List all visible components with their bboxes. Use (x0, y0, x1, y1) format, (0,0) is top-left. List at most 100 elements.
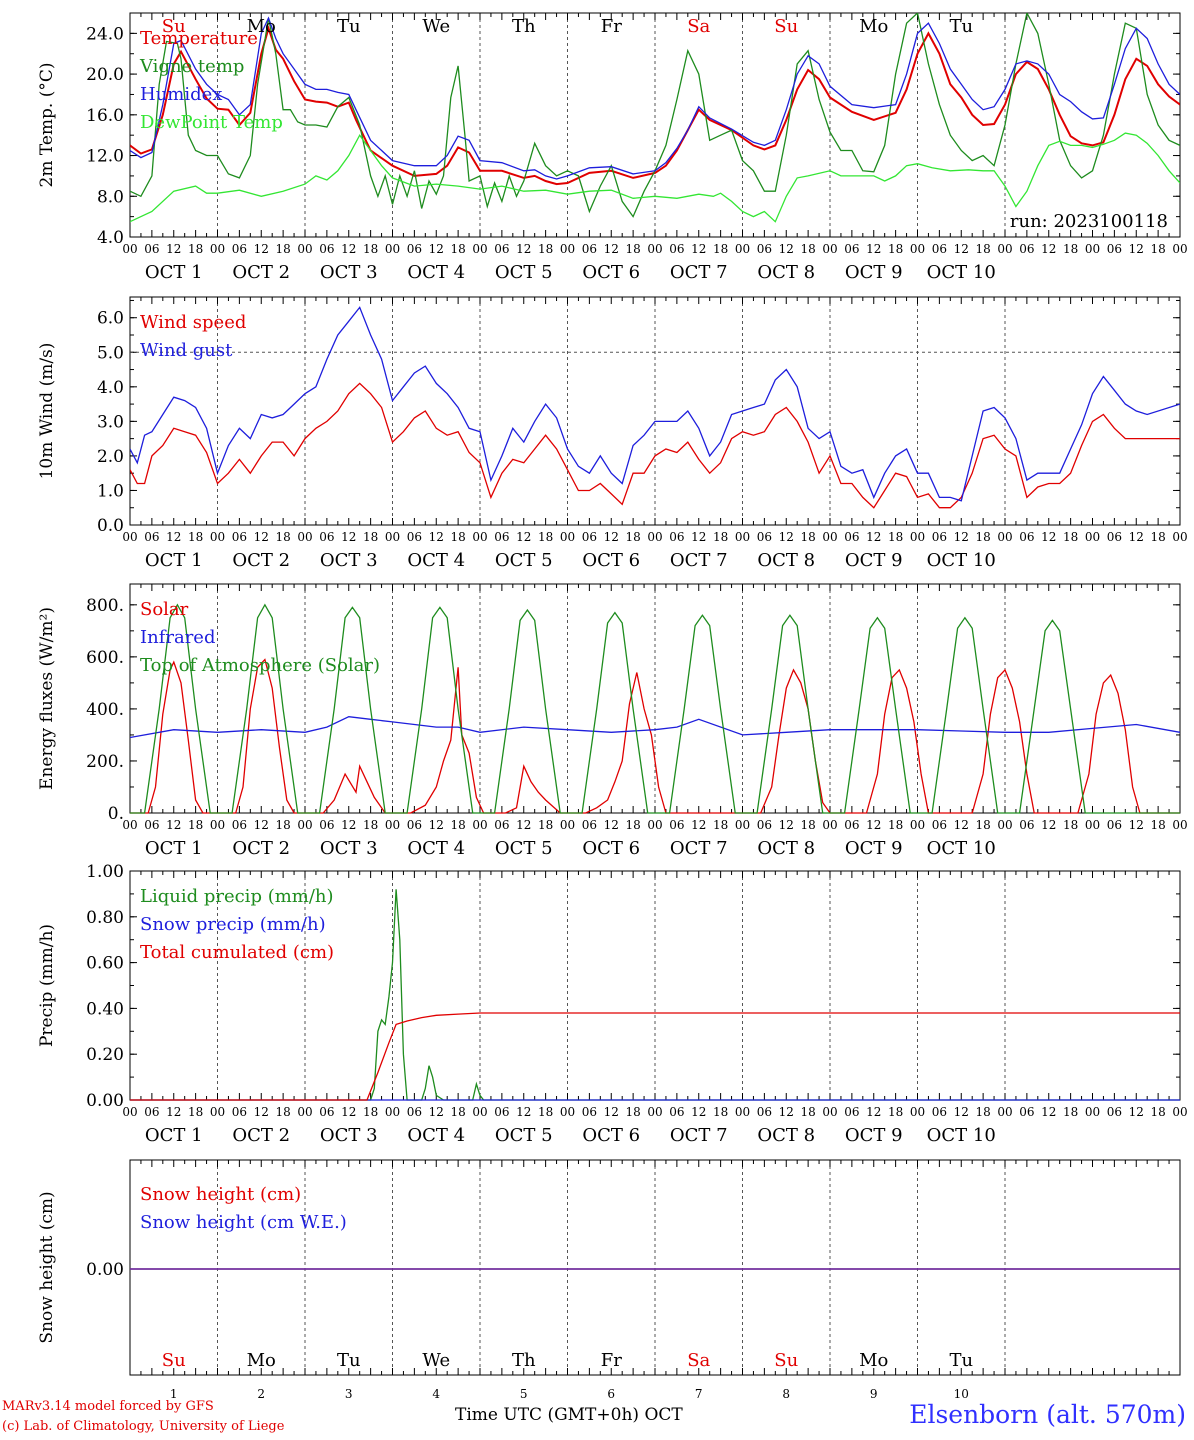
hour-label: 00 (472, 818, 487, 832)
hour-label: 18 (188, 242, 203, 256)
series-line-solar (130, 658, 1180, 814)
hour-label: 18 (888, 1105, 903, 1119)
hour-label: 18 (713, 818, 728, 832)
series-line-infrared (130, 716, 1180, 739)
series-line-dewpoint-temp (130, 132, 1180, 223)
date-label: OCT 1 (145, 550, 203, 571)
date-label: OCT 5 (495, 262, 553, 283)
hour-label: 12 (866, 530, 881, 544)
hour-label: 06 (932, 1105, 947, 1119)
hour-label: 18 (450, 818, 465, 832)
hour-label: 18 (188, 818, 203, 832)
hour-label: 06 (1107, 1105, 1122, 1119)
hour-label: 12 (1041, 818, 1056, 832)
hour-label: 00 (297, 818, 312, 832)
y-axis-title: 10m Wind (m/s) (37, 343, 57, 480)
hour-label: 12 (954, 530, 969, 544)
hour-label: 06 (1019, 818, 1034, 832)
day-name-bottom: Th (512, 1350, 536, 1371)
hour-label: 00 (560, 818, 575, 832)
hour-label: 18 (800, 818, 815, 832)
y-tick-label: 2.0 (97, 447, 124, 467)
hour-label: 06 (1019, 242, 1034, 256)
hour-label: 06 (407, 530, 422, 544)
hour-label: 12 (516, 1105, 531, 1119)
hour-label: 00 (997, 530, 1012, 544)
day-number: 6 (607, 1387, 615, 1401)
hour-label: 06 (144, 818, 159, 832)
date-label: OCT 7 (670, 1125, 728, 1146)
hour-label: 00 (560, 530, 575, 544)
series-line-top-of-atmosphere-solar- (130, 603, 1180, 814)
hour-label: 06 (669, 1105, 684, 1119)
hour-label: 06 (582, 530, 597, 544)
hour-label: 18 (625, 1105, 640, 1119)
day-number: 3 (345, 1387, 353, 1401)
hour-label: 00 (122, 530, 137, 544)
legend-entry: Snow precip (mm/h) (140, 914, 326, 935)
hour-label: 18 (538, 1105, 553, 1119)
hour-label: 12 (341, 1105, 356, 1119)
date-label: OCT 3 (320, 1125, 378, 1146)
hour-label: 06 (232, 530, 247, 544)
hour-label: 00 (122, 1105, 137, 1119)
hour-label: 18 (975, 818, 990, 832)
hour-label: 00 (1085, 530, 1100, 544)
hour-label: 00 (997, 242, 1012, 256)
hour-label: 00 (822, 818, 837, 832)
hour-label: 12 (604, 530, 619, 544)
day-name-top: We (422, 16, 450, 37)
hour-label: 06 (844, 242, 859, 256)
hour-label: 06 (232, 242, 247, 256)
hour-label: 00 (1172, 818, 1187, 832)
hour-label: 18 (975, 530, 990, 544)
hour-label: 12 (1129, 1105, 1144, 1119)
hour-label: 12 (691, 1105, 706, 1119)
hour-label: 06 (844, 818, 859, 832)
legend-entry: Liquid precip (mm/h) (140, 886, 334, 907)
hour-label: 18 (713, 242, 728, 256)
hour-label: 06 (757, 1105, 772, 1119)
hour-label: 00 (297, 530, 312, 544)
date-label: OCT 4 (407, 838, 465, 859)
day-number: 2 (257, 1387, 265, 1401)
hour-label: 06 (1107, 242, 1122, 256)
date-label: OCT 9 (845, 262, 903, 283)
hour-label: 06 (319, 818, 334, 832)
hour-label: 18 (275, 818, 290, 832)
hour-label: 12 (254, 530, 269, 544)
y-tick-label: 1.00 (86, 862, 124, 882)
y-tick-label: 4.0 (97, 228, 124, 248)
date-label: OCT 8 (757, 1125, 815, 1146)
hour-label: 18 (450, 242, 465, 256)
legend-entry: Solar (140, 599, 189, 620)
day-name-bottom: Fr (601, 1350, 622, 1371)
hour-label: 18 (363, 818, 378, 832)
series-line-wind-speed (130, 382, 1180, 509)
day-name-top: Tu (337, 16, 361, 37)
date-label: OCT 6 (582, 838, 640, 859)
panel-wind: 0.0 1.0 2.0 3.0 4.0 5.0 6.0 10m Wind (m/s) Wind … (37, 296, 1188, 571)
time-axis-title: Time UTC (GMT+0h) OCT (455, 1405, 683, 1425)
date-label: OCT 9 (845, 1125, 903, 1146)
hour-label: 06 (932, 818, 947, 832)
day-name-bottom: Tu (337, 1350, 361, 1371)
date-label: OCT 2 (232, 1125, 290, 1146)
legend-entry: Humidex (140, 84, 222, 105)
hour-label: 00 (385, 1105, 400, 1119)
date-label: OCT 3 (320, 550, 378, 571)
hour-label: 18 (1150, 1105, 1165, 1119)
model-credit-line2: (c) Lab. of Climatology, University of L… (2, 1419, 285, 1434)
hour-label: 12 (429, 1105, 444, 1119)
hour-label: 00 (910, 242, 925, 256)
hour-label: 00 (647, 818, 662, 832)
hour-label: 00 (647, 1105, 662, 1119)
hour-label: 00 (735, 530, 750, 544)
hour-label: 18 (188, 530, 203, 544)
y-tick-label: 0.0 (97, 516, 124, 536)
hour-label: 12 (1129, 242, 1144, 256)
hour-label: 00 (910, 530, 925, 544)
hour-label: 18 (1063, 1105, 1078, 1119)
hour-label: 00 (910, 818, 925, 832)
hour-label: 06 (319, 242, 334, 256)
